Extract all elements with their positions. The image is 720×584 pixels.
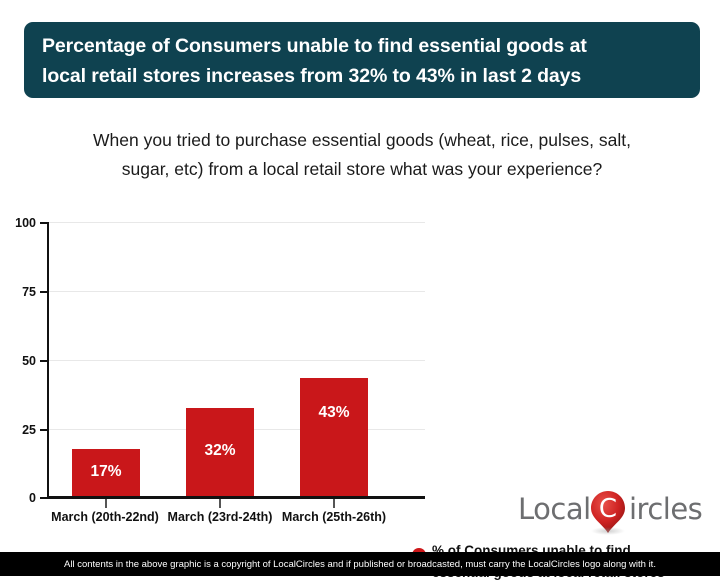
y-axis-label-75: 75 xyxy=(22,285,36,299)
localcircles-logo: Local C ircles xyxy=(518,490,703,536)
gridline-100 xyxy=(48,222,425,223)
logo-text-left: Local xyxy=(518,492,591,526)
bar-chart: 100 75 50 25 0 17% 32% 43% March (20th-2… xyxy=(0,200,720,580)
bar-0: 17% xyxy=(72,449,140,496)
bar-value-label-2: 43% xyxy=(318,404,350,421)
y-tick-25 xyxy=(40,429,48,431)
logo-pin-letter: C xyxy=(599,494,617,524)
map-pin-icon: C xyxy=(588,490,628,536)
y-tick-0 xyxy=(40,497,48,499)
y-axis-line xyxy=(47,222,49,498)
title-line-1: Percentage of Consumers unable to find e… xyxy=(42,35,587,57)
gridline-50 xyxy=(48,360,425,361)
gridline-75 xyxy=(48,291,425,292)
title-banner: Percentage of Consumers unable to find e… xyxy=(24,22,700,98)
logo-text-right: ircles xyxy=(629,492,703,526)
x-axis-label-0: March (20th-22nd) xyxy=(51,510,159,524)
y-tick-50 xyxy=(40,360,48,362)
y-tick-100 xyxy=(40,222,48,224)
x-axis-label-1: March (23rd-24th) xyxy=(167,510,273,524)
x-axis-line xyxy=(47,496,425,499)
bar-2: 43% xyxy=(300,378,368,496)
map-pin-svg: C xyxy=(591,491,625,533)
y-axis-label-50: 50 xyxy=(22,354,36,368)
x-tick-2 xyxy=(333,499,335,508)
question-line-1: When you tried to purchase essential goo… xyxy=(93,130,631,150)
question-text: When you tried to purchase essential goo… xyxy=(24,126,700,184)
title-line-2: local retail stores increases from 32% t… xyxy=(42,65,582,87)
logo-pin-shadow xyxy=(591,527,625,535)
y-axis-label-25: 25 xyxy=(22,423,36,437)
bar-value-label-0: 17% xyxy=(90,463,122,480)
bar-1: 32% xyxy=(186,408,254,496)
bar-value-label-1: 32% xyxy=(204,442,236,459)
y-axis-label-100: 100 xyxy=(15,216,36,230)
y-axis-label-0: 0 xyxy=(29,491,36,505)
x-tick-0 xyxy=(105,499,107,508)
y-tick-75 xyxy=(40,291,48,293)
x-axis-label-2: March (25th-26th) xyxy=(281,510,387,524)
question-line-2: sugar, etc) from a local retail store wh… xyxy=(121,159,603,179)
copyright-footer: All contents in the above graphic is a c… xyxy=(0,552,720,576)
x-tick-1 xyxy=(219,499,221,508)
